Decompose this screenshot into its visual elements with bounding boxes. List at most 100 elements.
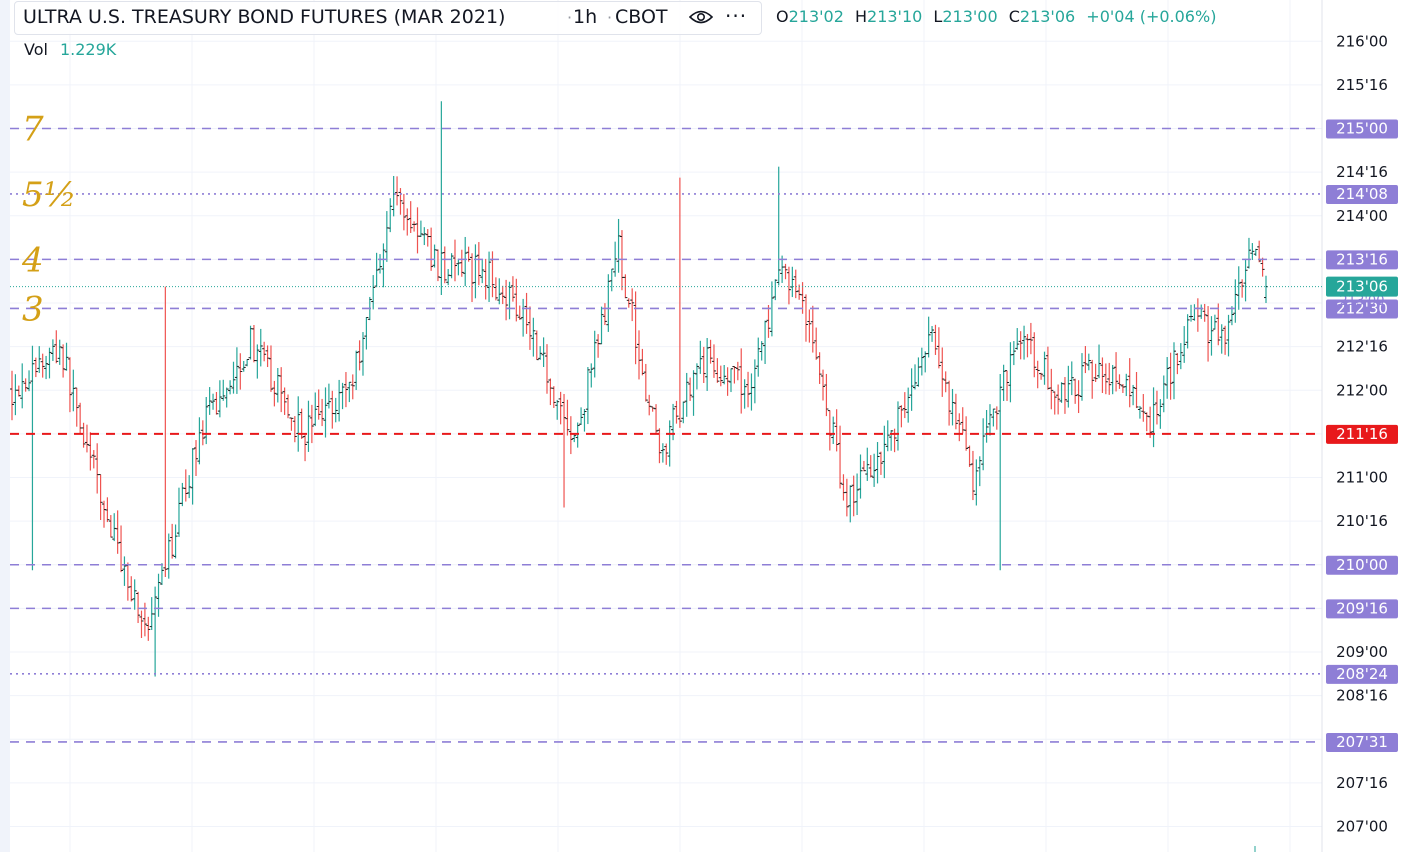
ohlc-bar [64, 342, 69, 371]
ohlc-bar [214, 392, 219, 415]
ohlc-bar [398, 188, 403, 215]
ohlc-bar [957, 413, 962, 442]
ohlc-bar [279, 367, 284, 413]
ohlc-bar [861, 460, 866, 472]
ohlc-bar [701, 346, 706, 384]
ohlc-bar [769, 281, 774, 337]
ohlc-bar [108, 515, 113, 538]
ohlc-bar [531, 317, 536, 357]
ohlc-bar [463, 236, 468, 287]
price-level-label: 213'16 [1336, 250, 1388, 268]
ohlc-bar [1212, 314, 1217, 330]
ohlc-bar [1175, 353, 1180, 375]
ohlc-bar [1103, 363, 1108, 395]
ohlc-bar [725, 367, 730, 396]
symbol-name[interactable]: ULTRA U.S. TREASURY BOND FUTURES (MAR 20… [23, 6, 506, 28]
ohlc-bar [1182, 326, 1187, 363]
ohlc-bar [527, 306, 532, 350]
ohlc-bar [827, 410, 832, 451]
close-label: C [1008, 7, 1020, 26]
ohlc-bar [473, 244, 478, 299]
ohlc-bar [408, 201, 413, 234]
ohlc-bar [1178, 343, 1183, 370]
exchange-label[interactable]: CBOT [615, 6, 668, 28]
ohlc-bar [1154, 390, 1159, 425]
ohlc-bar [1260, 257, 1265, 277]
ohlc-bar [1086, 353, 1091, 371]
ohlc-bar [688, 377, 693, 401]
price-tick-label: 216'00 [1336, 32, 1388, 50]
ohlc-bar [1165, 357, 1170, 399]
ohlc-bar [510, 276, 515, 302]
ohlc-bar [735, 361, 740, 381]
ohlc-bar [1151, 387, 1156, 448]
ohlc-bar [487, 251, 492, 302]
ohlc-bar [449, 253, 454, 279]
ohlc-bar [647, 394, 652, 416]
ohlc-bar [381, 243, 386, 288]
ohlc-bar [630, 288, 635, 322]
ohlc-bar [776, 166, 781, 286]
ohlc-bar [902, 392, 907, 419]
ohlc-bar [514, 278, 519, 322]
ohlc-bar [524, 292, 529, 334]
ohlc-bar [650, 406, 655, 412]
ohlc-bar [1137, 405, 1142, 419]
ohlc-bar [599, 306, 604, 345]
ohlc-bar [347, 381, 352, 403]
ohlc-bar [998, 374, 1003, 571]
ohlc-bar [221, 379, 226, 401]
ohlc-bar [684, 372, 689, 417]
ohlc-bar [933, 324, 938, 355]
ohlc-bar [1052, 391, 1057, 415]
price-level-label-bg [1326, 555, 1398, 575]
ohlc-bar [286, 394, 291, 419]
price-level-label: 210'00 [1336, 556, 1388, 574]
ohlc-bar [606, 274, 611, 332]
price-tick-label: 207'16 [1336, 774, 1388, 792]
ohlc-bar [899, 405, 904, 428]
symbol-header[interactable]: ULTRA U.S. TREASURY BOND FUTURES (MAR 20… [14, 1, 762, 35]
ohlc-bar [1069, 361, 1074, 396]
ohlc-bar [763, 320, 768, 365]
price-tick-label: 214'00 [1336, 207, 1388, 225]
ohlc-bar [562, 393, 567, 508]
ohlc-bar [930, 326, 935, 342]
ohlc-bar [708, 339, 713, 364]
more-horizontal-icon[interactable]: ··· [725, 4, 748, 28]
ohlc-bar [422, 227, 427, 246]
ohlc-bar [323, 387, 328, 438]
ohlc-bar [405, 208, 410, 236]
ohlc-bar [855, 473, 860, 516]
ohlc-bar [378, 254, 383, 274]
ohlc-bar [354, 350, 359, 391]
ohlc-bar [23, 378, 28, 392]
ohlc-bar [500, 285, 505, 305]
ohlc-bar [166, 533, 171, 579]
ohlc-bar [1042, 351, 1047, 385]
ohlc-bar [1073, 378, 1078, 404]
low-label: L [933, 7, 943, 26]
ohlc-bar [664, 443, 669, 465]
ohlc-bar [1216, 303, 1221, 346]
ohlc-bar [292, 416, 297, 443]
ohlc-bar [558, 391, 563, 425]
ohlc-bar [81, 422, 86, 448]
ohlc-bar [660, 443, 665, 463]
volume-label: Vol [24, 40, 48, 59]
interval-label[interactable]: 1h [573, 6, 598, 28]
ohlc-bar [98, 474, 103, 521]
eye-icon[interactable] [688, 8, 714, 26]
ohlc-bar [27, 370, 32, 392]
ohlc-bar [350, 374, 355, 400]
ohlc-bar [289, 417, 294, 431]
ohlc-bar [773, 279, 778, 301]
ohlc-bar [1246, 237, 1251, 269]
ohlc-bar [602, 303, 607, 326]
ohlc-bar [1005, 370, 1010, 401]
ohlc-bar [858, 454, 863, 499]
ohlc-bar [371, 275, 376, 310]
ohlc-bar [1168, 352, 1173, 400]
